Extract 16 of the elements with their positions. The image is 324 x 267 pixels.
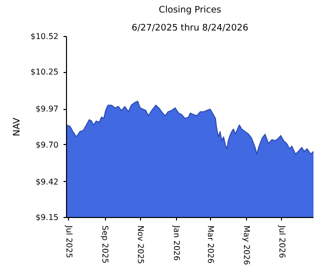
- chart-title: Closing Prices: [158, 6, 222, 16]
- x-tick-label: Jul 2025: [64, 224, 74, 258]
- y-axis-title: NAV: [12, 116, 23, 136]
- y-tick-label: $9.42: [36, 177, 59, 186]
- x-tick-label: Jan 2026: [172, 224, 181, 261]
- x-tick-label: Sep 2025: [100, 226, 110, 264]
- y-tick-label: $9.70: [36, 140, 59, 150]
- y-tick-label: $9.15: [36, 213, 59, 222]
- y-tick-label: $10.52: [30, 32, 59, 41]
- x-tick-label: Jul 2026: [277, 224, 286, 258]
- x-tick-label: Mar 2026: [206, 226, 216, 264]
- chart-subtitle: 6/27/2025 thru 8/24/2026: [132, 24, 249, 34]
- y-tick-label: $10.25: [30, 68, 59, 77]
- x-tick-label: Nov 2025: [136, 226, 146, 264]
- x-tick-label: May 2026: [242, 226, 251, 265]
- y-tick-label: $9.97: [36, 104, 59, 114]
